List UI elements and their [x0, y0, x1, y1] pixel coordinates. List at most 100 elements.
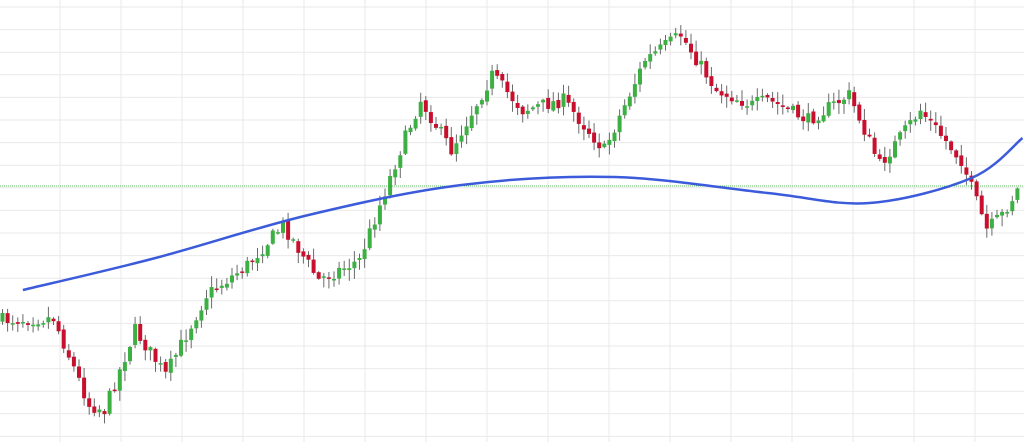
candle: [908, 112, 913, 133]
candle-body-down: [954, 150, 959, 158]
candle: [862, 108, 867, 142]
candle-body-down: [316, 272, 321, 279]
candle: [71, 352, 76, 372]
candle: [270, 228, 275, 245]
candle: [51, 317, 56, 325]
candle-body-up: [0, 313, 5, 322]
candle-body-up: [989, 218, 994, 229]
candle-body-up: [97, 409, 102, 413]
candle-body-down: [214, 288, 219, 291]
candle-body-down: [301, 251, 306, 257]
candle-body-down: [87, 398, 92, 407]
candle-body-up: [133, 324, 138, 345]
candle: [133, 316, 138, 349]
candle: [286, 212, 291, 249]
candle-body-down: [974, 181, 979, 197]
candle: [15, 317, 20, 332]
candle: [153, 347, 158, 372]
candle-body-up: [1015, 188, 1020, 200]
candle-body-up: [602, 143, 607, 148]
candle-body-up: [408, 127, 413, 133]
candle: [612, 129, 617, 148]
candle: [638, 61, 642, 92]
candle-body-up: [638, 68, 642, 85]
candle: [383, 188, 387, 210]
candle-body-up: [734, 100, 739, 102]
candle-body-up: [352, 261, 357, 269]
candle: [423, 95, 428, 120]
candle-body-up: [122, 362, 127, 371]
candle-body-up: [199, 310, 204, 321]
candle-body-down: [872, 137, 877, 154]
candle: [852, 86, 857, 113]
candle-body-down: [143, 339, 148, 351]
candle-body-up: [107, 390, 112, 414]
candle-body-down: [571, 101, 576, 112]
candle-body-down: [780, 105, 785, 107]
candle-body-down: [428, 112, 433, 124]
candle: [275, 229, 280, 235]
candle: [556, 92, 561, 114]
trend-line: [22, 137, 1024, 292]
candle-body-down: [740, 101, 744, 106]
candle-body-up: [903, 125, 908, 132]
candle: [464, 116, 469, 145]
candle-body-up: [485, 90, 489, 102]
candle: [571, 98, 576, 122]
candle-body-down: [26, 323, 30, 325]
candle-body-up: [887, 156, 892, 164]
candle: [321, 272, 326, 288]
candle: [235, 264, 240, 281]
candle: [689, 33, 693, 60]
candle: [245, 256, 250, 277]
candle: [342, 260, 347, 277]
candle-body-up: [209, 287, 214, 298]
candle: [337, 261, 342, 285]
candle: [413, 116, 418, 131]
candle: [566, 85, 571, 107]
candle-body-down: [434, 123, 438, 128]
candle: [490, 65, 495, 96]
candle-body-down: [729, 97, 734, 102]
candle: [887, 148, 892, 173]
candle-body-down: [505, 81, 510, 93]
candle: [648, 44, 653, 69]
candle-body-down: [862, 119, 867, 135]
candle: [842, 97, 846, 114]
candle: [678, 25, 683, 46]
candle-body-down: [944, 135, 948, 141]
candle: [61, 324, 66, 354]
candle: [592, 123, 597, 151]
candle-body-up: [398, 155, 403, 168]
candle-body-up: [291, 239, 296, 241]
candle: [469, 106, 474, 131]
candle-body-down: [689, 43, 693, 53]
candle-body-down: [51, 318, 56, 322]
candle-body-up: [755, 96, 760, 102]
candle: [541, 98, 546, 112]
candle-body-down: [709, 76, 714, 87]
candle: [77, 359, 81, 382]
candle-body-down: [857, 104, 862, 121]
candle: [219, 279, 224, 295]
candle: [56, 316, 61, 335]
candle-body-down: [882, 157, 887, 163]
candle-body-up: [184, 340, 189, 342]
candle-body-up: [347, 268, 352, 270]
candle-body-up: [617, 115, 622, 133]
candle: [128, 345, 132, 365]
candle: [831, 92, 836, 110]
candle-body-up: [627, 96, 632, 107]
candle-body-up: [490, 70, 495, 89]
candle-body-up: [1005, 212, 1010, 214]
candle: [505, 73, 510, 99]
candle-body-down: [61, 329, 66, 349]
candle-body-up: [760, 95, 765, 98]
candle: [607, 132, 612, 155]
candle-body-down: [933, 122, 938, 126]
candle: [587, 120, 591, 139]
candle: [92, 398, 97, 417]
candle-body-down: [587, 128, 591, 134]
candle-body-up: [525, 110, 530, 114]
candle-body-up: [362, 249, 367, 259]
